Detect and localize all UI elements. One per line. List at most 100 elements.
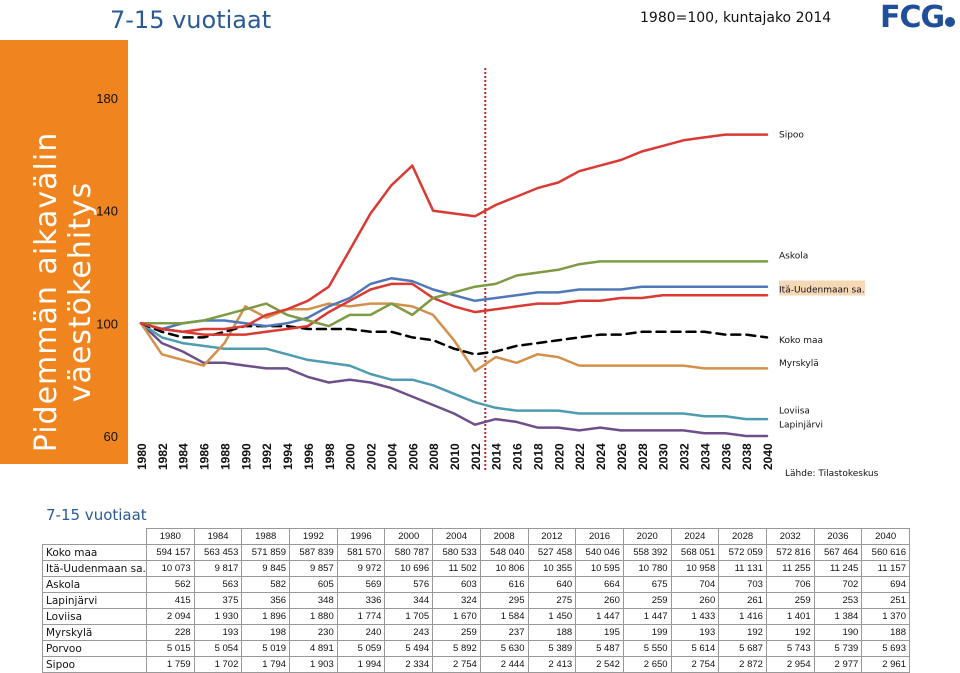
table-cell: 1 702 (193, 656, 243, 673)
table-cell: 594 157 (146, 544, 195, 561)
index-note: 1980=100, kuntajako 2014 (640, 10, 832, 26)
table-cell: 9 845 (241, 560, 291, 577)
table-cell: 1 774 (336, 608, 386, 625)
table-cell: 1 584 (479, 608, 529, 625)
table-row-label: Porvoo (42, 640, 147, 657)
table-year-header: 1992 (289, 528, 338, 545)
table-year-header: 2040 (861, 528, 910, 545)
x-tick-label: 1998 (323, 443, 337, 470)
table-cell: 560 616 (861, 544, 910, 561)
x-tick-label: 2018 (531, 443, 545, 470)
table-cell: 1 401 (765, 608, 815, 625)
table-cell: 251 (861, 592, 910, 609)
x-tick-label: 1994 (281, 443, 295, 470)
table-cell: 2 754 (432, 656, 481, 673)
table-cell: 259 (622, 592, 672, 609)
table-cell: 706 (765, 576, 815, 593)
series-line-it-uudenmaan-sa- (139, 282, 769, 336)
table-row-label: Myrskylä (42, 624, 147, 641)
table-cell: 5 739 (813, 640, 863, 657)
table-row: Lapinjärvi 415 375 356 348 336 344 324 295 275 260… (42, 592, 910, 609)
table-corner (42, 528, 147, 545)
table-cell: 572 816 (765, 544, 815, 561)
table-cell: 569 (336, 576, 386, 593)
line-label-koko-maa: Koko maa (779, 336, 823, 346)
table-cell: 580 787 (384, 544, 434, 561)
table-year-header: 2012 (527, 528, 577, 545)
table-cell: 1 670 (432, 608, 481, 625)
table-cell: 2 872 (718, 656, 767, 673)
x-tick-label: 2034 (698, 443, 712, 470)
table-cell: 237 (479, 624, 529, 641)
line-label-it-uudenmaan-sa-: Itä-Uudenmaan sa. (779, 286, 865, 296)
line-label-lapinj-rvi: Lapinjärvi (779, 421, 823, 431)
population-index-chart: 60 100 140 180 1980 1982 1984 1986 1988 1990 1992 1… (96, 68, 879, 479)
table-cell: 5 019 (241, 640, 291, 657)
table-cell: 5 743 (765, 640, 815, 657)
x-tick-label: 2012 (469, 443, 483, 470)
fcg-logo: FCG (880, 0, 956, 35)
table-cell: 694 (861, 576, 910, 593)
table-cell: 228 (146, 624, 195, 641)
table-cell: 9 817 (193, 560, 243, 577)
table-cell: 558 392 (622, 544, 672, 561)
table-cell: 5 693 (861, 640, 910, 657)
table-cell: 10 958 (670, 560, 720, 577)
table-cell: 675 (622, 576, 672, 593)
table-cell: 1 447 (575, 608, 624, 625)
x-tick-label: 2002 (365, 443, 379, 470)
table-cell: 5 059 (336, 640, 386, 657)
table-cell: 4 891 (289, 640, 338, 657)
y-tick-label: 140 (96, 204, 118, 219)
table-cell: 640 (527, 576, 577, 593)
table-cell: 9 972 (336, 560, 386, 577)
table-cell: 567 464 (813, 544, 863, 561)
table-cell: 1 903 (289, 656, 338, 673)
table-row: Askola 562 563 582 605 569 576 603 616 640 664 675 7… (42, 576, 910, 593)
table-cell: 1 447 (622, 608, 672, 625)
table-cell: 2 334 (384, 656, 434, 673)
table-cell: 261 (718, 592, 767, 609)
table-cell: 188 (861, 624, 910, 641)
table-cell: 11 255 (765, 560, 815, 577)
table-cell: 10 073 (146, 560, 195, 577)
table-cell: 11 245 (813, 560, 863, 577)
table-cell: 344 (384, 592, 434, 609)
table-cell: 188 (527, 624, 577, 641)
table-year-header: 2020 (622, 528, 672, 545)
table-cell: 605 (289, 576, 338, 593)
x-tick-label: 2006 (406, 443, 420, 470)
x-tick-label: 2010 (448, 443, 462, 470)
table-cell: 10 696 (384, 560, 434, 577)
table-cell: 193 (670, 624, 720, 641)
table-cell: 1 370 (861, 608, 910, 625)
series-line-porvoo (139, 277, 769, 331)
page-title: 7-15 vuotiaat (110, 6, 272, 34)
table-row: Itä-Uudenmaan sa. 10 073 9 817 9 845 9 857 9 … (42, 560, 910, 577)
table-cell: 5 389 (527, 640, 577, 657)
table-year-header: 2000 (384, 528, 434, 545)
table-cell: 2 954 (765, 656, 815, 673)
table-year-header: 2024 (670, 528, 720, 545)
x-tick-label: 2004 (385, 443, 399, 470)
table-year-header: 2036 (813, 528, 863, 545)
table-cell: 5 614 (670, 640, 720, 657)
table-cell: 192 (765, 624, 815, 641)
table-cell: 2 754 (670, 656, 720, 673)
table-cell: 1 759 (146, 656, 195, 673)
table-cell: 704 (670, 576, 720, 593)
table-cell: 5 054 (193, 640, 243, 657)
x-tick-label: 1990 (239, 443, 253, 470)
table-row-label: Koko maa (42, 544, 147, 561)
table-cell: 1 433 (670, 608, 720, 625)
x-tick-label: 1992 (260, 443, 274, 470)
table-cell: 2 961 (861, 656, 910, 673)
x-tick-label: 1984 (177, 443, 191, 470)
logo-dot-icon (945, 17, 956, 27)
x-tick-label: 2040 (761, 443, 775, 470)
table-year-header: 1980 (146, 528, 195, 545)
table-row: Myrskylä 228 193 198 230 240 243 259 237 188 195 19… (42, 624, 910, 641)
table-cell: 253 (813, 592, 863, 609)
table-cell: 5 892 (432, 640, 481, 657)
x-tick-label: 1996 (302, 443, 316, 470)
